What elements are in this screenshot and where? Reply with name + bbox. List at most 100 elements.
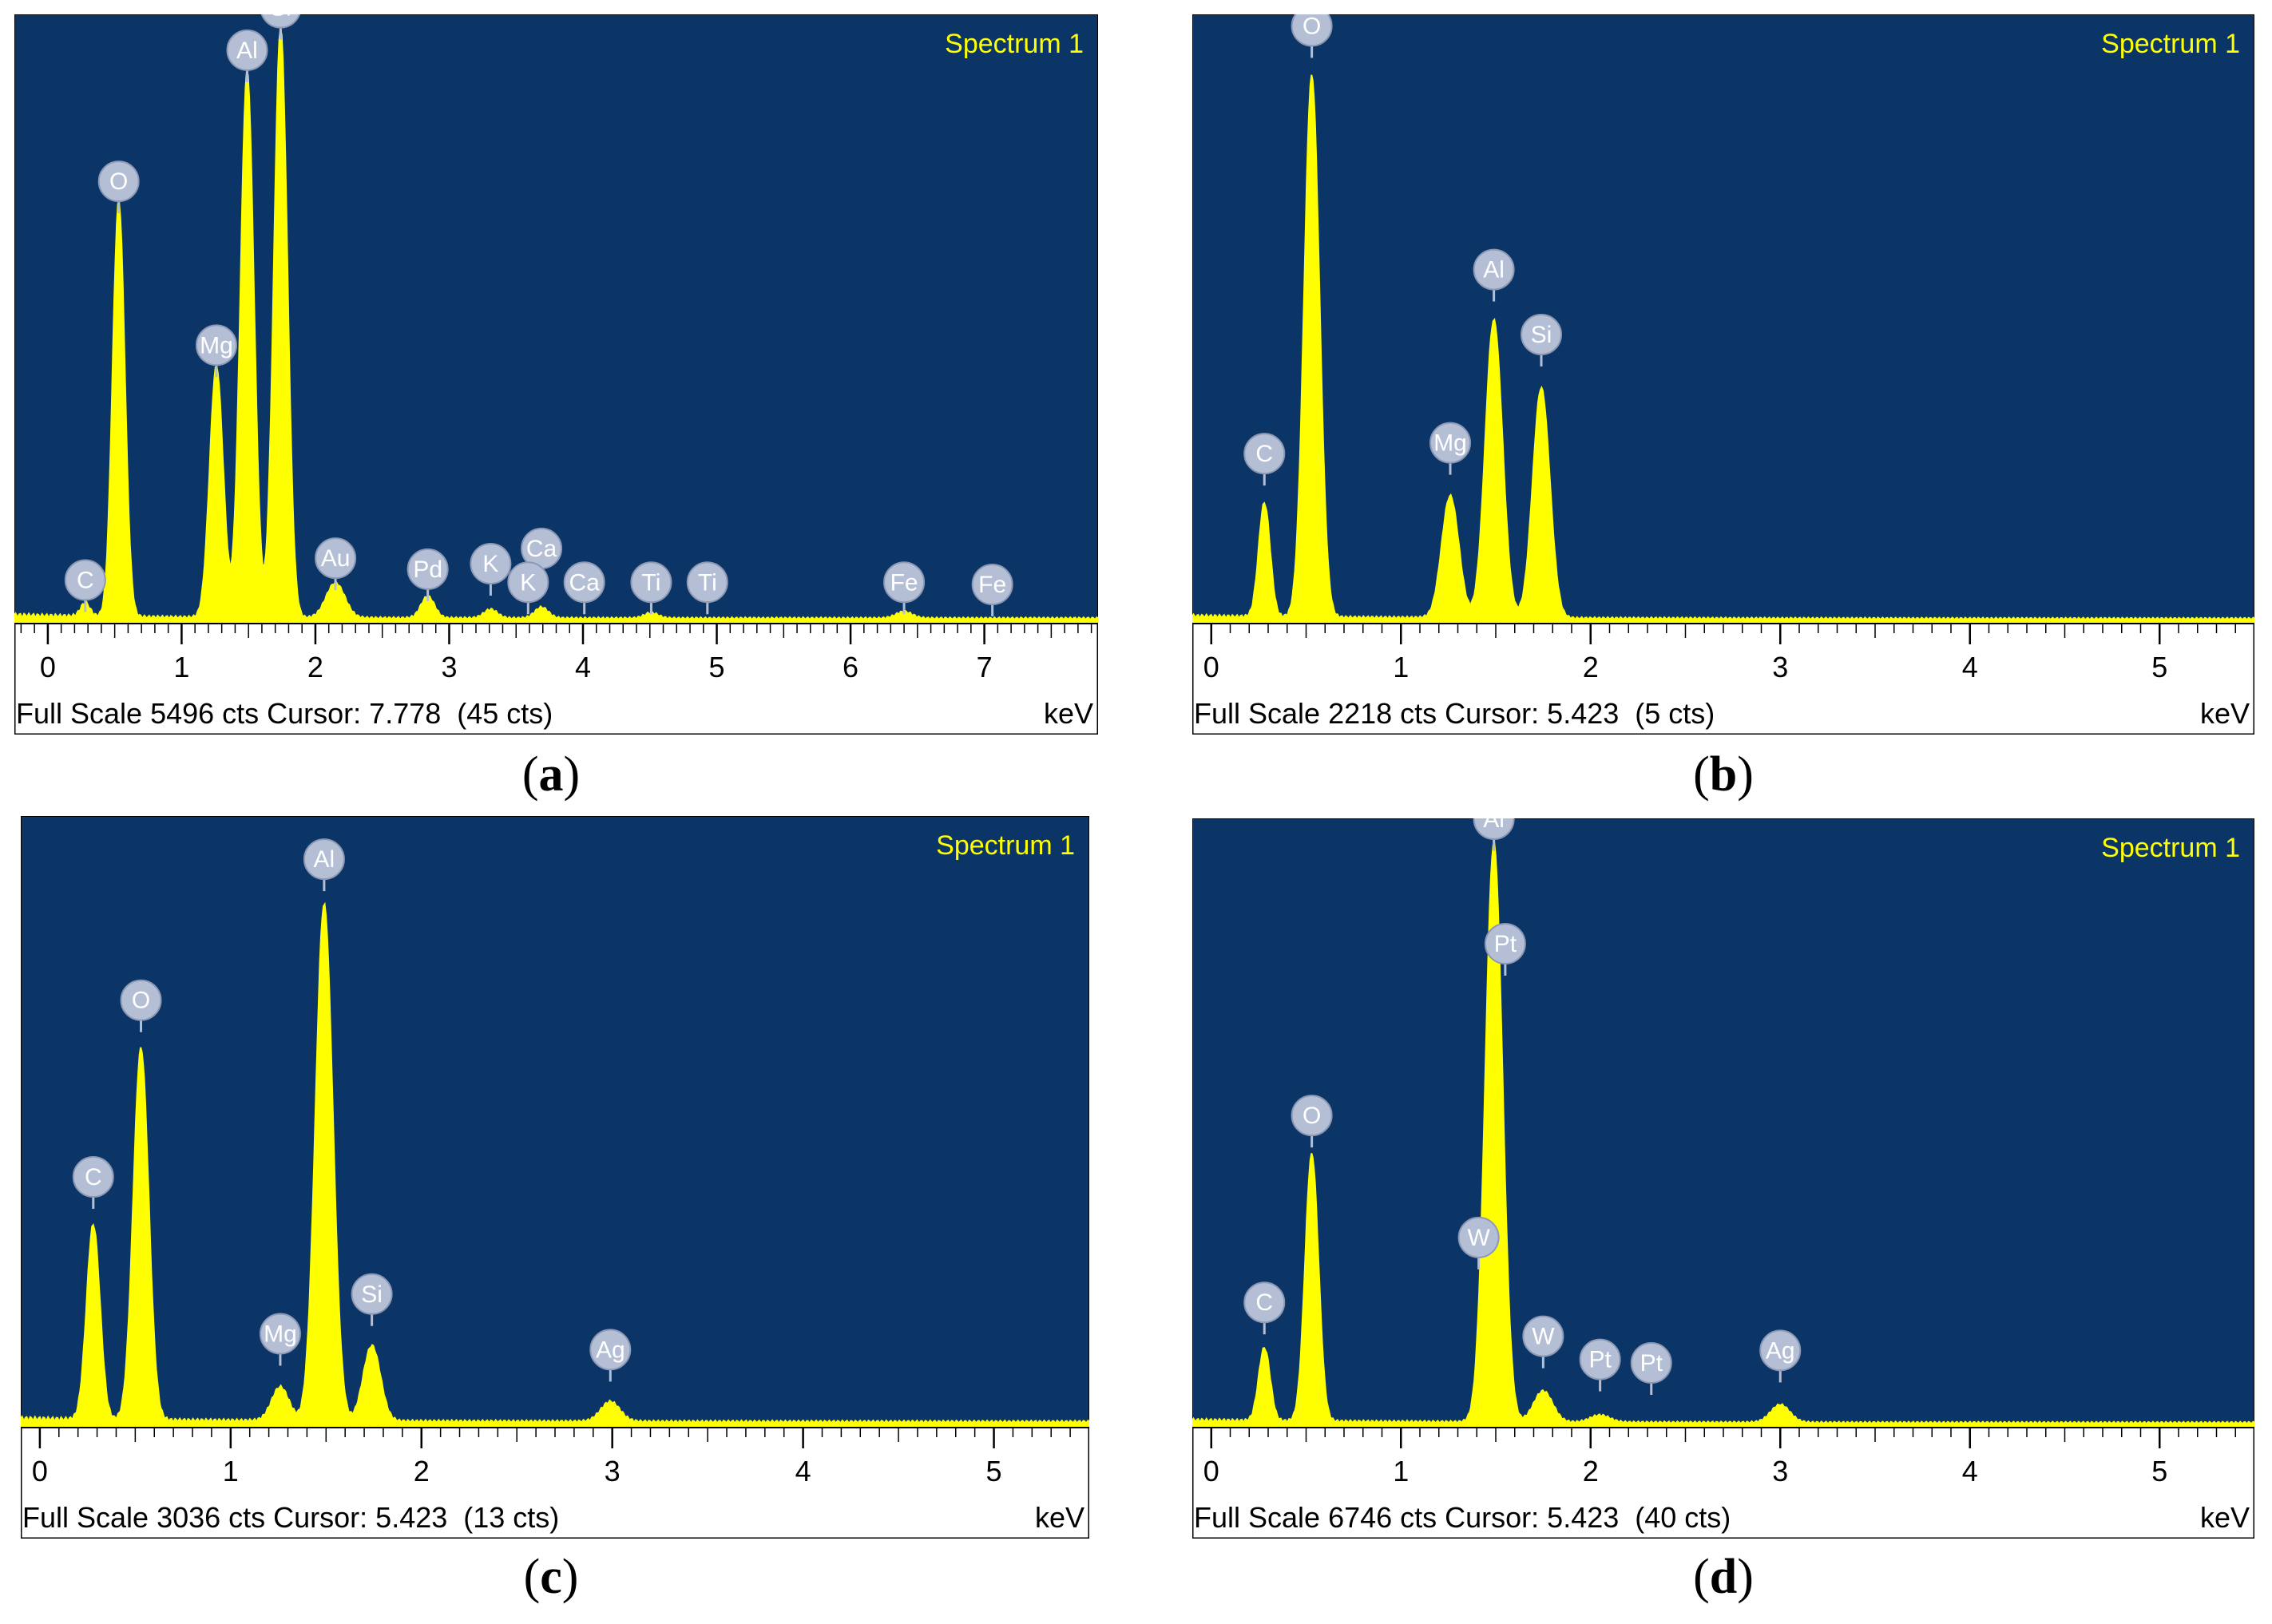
x-axis-ticks — [1192, 624, 2254, 644]
svg-text:Ag: Ag — [1766, 1337, 1795, 1364]
element-tag-ag: Ag — [589, 1329, 632, 1382]
chart-a-svg: Spectrum 1 C O Mg Al Si Au Pd K Ca K Ca Ti Ti Fe Fe 0 1 2 3… — [14, 14, 1098, 735]
unit-label: keV — [2200, 697, 2250, 730]
x-tick-label: 4 — [575, 651, 591, 683]
svg-text:O: O — [1303, 1103, 1321, 1129]
x-tick-label: 4 — [795, 1455, 811, 1487]
element-tag-fe: Fe — [971, 564, 1013, 617]
svg-text:C: C — [85, 1164, 102, 1190]
element-tag-c: C — [1243, 1281, 1286, 1335]
element-tag-ca: Ca — [563, 561, 605, 615]
x-tick-label: 2 — [307, 651, 323, 683]
element-tag-al: Al — [226, 29, 268, 82]
element-tag-ti: Ti — [686, 561, 728, 615]
svg-text:Si: Si — [1531, 322, 1552, 348]
svg-text:C: C — [1255, 1289, 1273, 1316]
plot-area — [1193, 15, 2254, 624]
x-tick-label: 0 — [1203, 651, 1219, 683]
status-readout: Full Scale 6746 cts Cursor: 5.423 (40 ct… — [1194, 1501, 1731, 1534]
x-tick-label: 5 — [2151, 1455, 2167, 1487]
element-tag-au: Au — [315, 537, 357, 591]
svg-text:K: K — [520, 569, 536, 596]
x-tick-label: 7 — [977, 651, 993, 683]
x-tick-label: 2 — [1583, 1455, 1599, 1487]
x-tick-label: 2 — [1583, 651, 1599, 683]
x-tick-label: 1 — [1393, 651, 1409, 683]
svg-text:W: W — [1467, 1225, 1490, 1251]
spectrum-curve — [21, 901, 1089, 1428]
svg-text:O: O — [1303, 14, 1321, 39]
element-tag-al: Al — [1473, 818, 1515, 851]
x-tick-label: 5 — [709, 651, 725, 683]
element-tag-o: O — [120, 979, 162, 1032]
status-readout: Full Scale 3036 cts Cursor: 5.423 (13 ct… — [22, 1501, 559, 1534]
svg-text:Ti: Ti — [698, 569, 717, 596]
element-tag-w: W — [1522, 1315, 1564, 1369]
x-tick-label: 3 — [441, 651, 457, 683]
svg-text:Fe: Fe — [978, 572, 1006, 598]
svg-text:Au: Au — [321, 545, 351, 572]
element-tag-c: C — [1243, 433, 1286, 486]
x-tick-label: 2 — [414, 1455, 430, 1487]
status-readout: Full Scale 2218 cts Cursor: 5.423 (5 cts… — [1194, 697, 1715, 730]
status-readout: Full Scale 5496 cts Cursor: 7.778 (45 ct… — [16, 697, 553, 730]
element-tag-al: Al — [303, 838, 345, 892]
plot-area — [22, 817, 1088, 1428]
svg-text:Al: Al — [236, 38, 258, 64]
x-tick-label: 5 — [986, 1455, 1002, 1487]
x-tick-label: 3 — [1772, 651, 1788, 683]
svg-text:Si: Si — [361, 1281, 383, 1308]
element-tag-mg: Mg — [1429, 422, 1471, 475]
caption-b: (b) — [1693, 747, 1754, 802]
element-tag-o: O — [97, 160, 140, 214]
element-tag-pt: Pt — [1630, 1342, 1672, 1396]
svg-text:W: W — [1532, 1324, 1555, 1350]
svg-text:Al: Al — [1483, 818, 1505, 833]
legend-spectrum: Spectrum 1 — [2101, 833, 2240, 863]
spectrum-panel-d: Spectrum 1 C O Al Pt W W Pt Pt Ag 0 1 2 3 4 5 Full Scale… — [1192, 818, 2254, 1539]
unit-label: keV — [1044, 697, 1093, 730]
element-tag-mg: Mg — [259, 1313, 301, 1366]
element-tag-k: K — [470, 543, 512, 596]
x-tick-label: 4 — [1962, 651, 1978, 683]
legend-spectrum: Spectrum 1 — [936, 830, 1075, 861]
svg-text:O: O — [109, 168, 128, 195]
svg-text:Mg: Mg — [1433, 430, 1467, 457]
element-tag-mg: Mg — [195, 324, 237, 378]
x-tick-label: 3 — [605, 1455, 621, 1487]
chart-c-svg: Spectrum 1 C O Mg Al Si Ag 0 1 2 3 4 5 Full Scale 303… — [21, 816, 1089, 1539]
element-tag-al: Al — [1473, 248, 1515, 302]
svg-text:C: C — [1255, 441, 1273, 467]
chart-d-svg: Spectrum 1 C O Al Pt W W Pt Pt Ag 0 1 2 3 4 5 Full Scale… — [1192, 818, 2254, 1539]
svg-text:C: C — [77, 568, 94, 594]
svg-text:Ca: Ca — [526, 536, 557, 562]
svg-text:Ca: Ca — [569, 569, 601, 596]
spectrum-panel-a: Spectrum 1 C O Mg Al Si Au Pd K Ca K Ca Ti Ti Fe Fe 0 1 2 3… — [14, 14, 1098, 735]
spectrum-curve — [1192, 74, 2254, 624]
legend-spectrum: Spectrum 1 — [2101, 29, 2240, 59]
element-tag-o: O — [1291, 14, 1333, 58]
svg-text:Al: Al — [1483, 257, 1505, 283]
caption-d: (d) — [1693, 1550, 1754, 1604]
svg-text:Ti: Ti — [642, 569, 661, 596]
x-tick-label: 0 — [40, 651, 56, 683]
x-tick-label: 4 — [1962, 1455, 1978, 1487]
plot-area — [1193, 819, 2254, 1428]
x-tick-label: 1 — [223, 1455, 239, 1487]
spectrum-curve — [1192, 841, 2254, 1428]
svg-text:Pt: Pt — [1640, 1350, 1663, 1376]
element-tag-c: C — [64, 559, 106, 612]
x-axis-ticks — [21, 1428, 1089, 1448]
element-tag-pd: Pd — [406, 548, 449, 601]
element-tag-pt: Pt — [1579, 1338, 1621, 1392]
caption-a: (a) — [521, 747, 581, 802]
svg-text:Pd: Pd — [413, 557, 442, 583]
x-tick-label: 5 — [2151, 651, 2167, 683]
element-tag-ca: Ca — [521, 527, 563, 580]
unit-label: keV — [1035, 1501, 1084, 1534]
chart-b-svg: Spectrum 1 C O Mg Al Si 0 1 2 3 4 5 Full Scale 2218 … — [1192, 14, 2254, 735]
svg-text:K: K — [482, 551, 498, 577]
legend-spectrum: Spectrum 1 — [945, 29, 1084, 59]
element-tag-k: K — [507, 561, 549, 615]
spectrum-panel-b: Spectrum 1 C O Mg Al Si 0 1 2 3 4 5 Full Scale 2218 … — [1192, 14, 2254, 735]
